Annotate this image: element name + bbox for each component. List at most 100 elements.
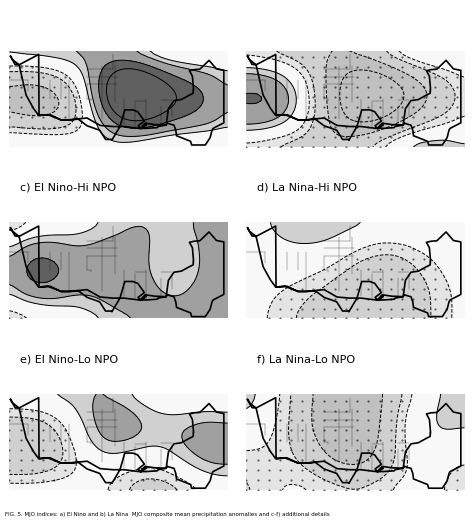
Point [376,255,383,263]
Point [442,294,450,303]
Point [276,486,283,494]
Point [28,426,36,435]
Point [276,406,283,414]
Point [161,486,168,494]
Point [365,103,372,111]
Point [28,406,36,414]
Point [376,417,383,425]
Point [387,93,394,101]
Point [420,93,428,101]
Point [331,83,339,92]
Point [420,275,428,283]
Point [320,123,328,131]
Point [387,446,394,454]
Point [343,265,350,273]
Point [343,123,350,131]
Point [398,103,405,111]
Point [298,436,306,445]
Point [61,456,69,464]
Point [320,63,328,71]
Point [50,93,58,101]
Point [453,113,461,121]
Point [309,83,317,92]
Point [398,436,405,445]
Point [376,265,383,273]
Point [376,63,383,71]
Point [331,406,339,414]
Point [331,284,339,293]
Point [6,466,13,474]
Point [331,103,339,111]
Point [254,446,261,454]
Point [309,446,317,454]
Point [442,314,450,322]
Point [453,466,461,474]
Point [309,466,317,474]
Point [354,284,361,293]
Point [298,314,306,322]
Point [354,446,361,454]
Point [39,417,46,425]
Point [442,103,450,111]
Point [265,476,273,484]
Point [50,456,58,464]
Point [309,456,317,464]
Point [354,406,361,414]
Point [28,456,36,464]
Point [309,142,317,151]
Point [61,93,69,101]
Point [387,275,394,283]
Point [298,406,306,414]
Point [398,446,405,454]
Point [398,396,405,405]
Point [398,123,405,131]
Point [61,446,69,454]
Point [343,446,350,454]
Point [28,103,36,111]
Point [6,476,13,484]
Point [72,103,80,111]
Point [398,53,405,61]
Point [61,123,69,131]
Point [243,486,250,494]
Point [365,245,372,253]
Point [254,486,261,494]
Point [398,93,405,101]
Point [309,133,317,141]
Point [6,406,13,414]
Point [172,476,180,484]
Point [39,83,46,92]
Point [276,456,283,464]
Point [442,486,450,494]
Point [398,284,405,293]
Point [298,294,306,303]
Point [398,265,405,273]
Point [387,456,394,464]
Point [309,275,317,283]
Point [387,113,394,121]
Point [50,103,58,111]
Point [431,83,439,92]
Point [320,93,328,101]
Point [376,123,383,131]
Point [376,446,383,454]
Point [398,456,405,464]
Point [298,53,306,61]
Point [331,476,339,484]
Point [387,53,394,61]
Point [365,406,372,414]
Point [387,265,394,273]
Point [254,466,261,474]
Point [354,133,361,141]
Point [354,113,361,121]
Point [354,476,361,484]
Point [6,426,13,435]
Point [398,73,405,82]
Point [453,73,461,82]
Point [298,446,306,454]
Point [298,304,306,313]
Point [398,63,405,71]
Point [117,476,124,484]
Point [354,53,361,61]
Point [387,245,394,253]
